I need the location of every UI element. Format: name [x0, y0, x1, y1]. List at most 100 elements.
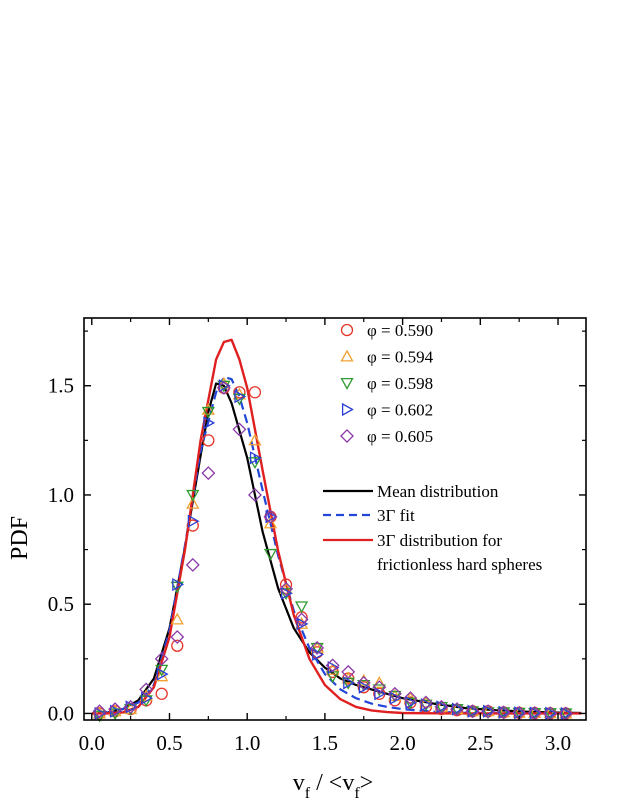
data-point — [496, 705, 511, 720]
legend-line-label: 3Γ fit — [377, 506, 415, 525]
x-tick-label: 2.0 — [389, 731, 415, 755]
data-point — [279, 588, 293, 601]
legend-marker — [340, 349, 354, 362]
data-point — [514, 706, 527, 720]
data-point — [465, 706, 480, 719]
data-point — [170, 581, 184, 594]
data-point — [201, 466, 216, 481]
data-point — [123, 699, 138, 714]
data-point — [356, 675, 371, 690]
data-point — [186, 489, 200, 502]
data-point — [450, 704, 464, 716]
data-point — [374, 687, 387, 701]
data-point — [232, 422, 247, 437]
legend-label: φ = 0.605 — [367, 427, 433, 446]
data-point — [296, 617, 309, 631]
x-tick-label: 0.5 — [156, 731, 182, 755]
data-point — [312, 647, 324, 662]
data-point — [280, 586, 293, 600]
data-point — [343, 676, 356, 690]
y-tick-label: 1.5 — [48, 374, 74, 398]
data-point — [310, 640, 325, 655]
data-point — [389, 691, 402, 705]
data-point — [201, 402, 215, 415]
data-point — [527, 706, 542, 720]
data-point — [217, 376, 231, 389]
data-point — [139, 682, 154, 697]
data-point — [248, 386, 262, 399]
data-point — [419, 695, 433, 708]
x-axis-title-mid: / <v — [310, 770, 354, 796]
data-point — [358, 680, 371, 694]
data-point — [497, 707, 511, 720]
y-tick-label: 1.0 — [48, 483, 74, 507]
legend-label: φ = 0.602 — [367, 401, 433, 420]
data-point — [559, 708, 573, 721]
data-point — [185, 557, 200, 572]
data-point — [529, 706, 542, 720]
x-tick-label: 1.0 — [234, 731, 260, 755]
data-point — [233, 386, 246, 399]
data-point — [201, 406, 215, 419]
data-point — [263, 516, 278, 529]
data-point — [418, 695, 433, 710]
x-axis-title-sub2: f — [354, 785, 360, 802]
data-point — [155, 687, 168, 700]
data-point — [232, 393, 247, 406]
data-point — [481, 704, 495, 717]
data-point — [403, 691, 418, 706]
data-point — [279, 581, 294, 596]
data-point — [294, 612, 309, 627]
data-point — [265, 510, 278, 524]
data-point — [216, 380, 231, 395]
data-point — [92, 710, 107, 723]
y-axis-title: PDF — [7, 516, 33, 560]
data-point — [170, 612, 184, 625]
y-tick-label: 0.0 — [48, 701, 74, 725]
data-point — [512, 707, 526, 720]
legend-label: φ = 0.590 — [367, 321, 433, 340]
data-point — [186, 519, 199, 532]
data-point — [203, 416, 216, 430]
x-axis-title-end: > — [360, 770, 374, 796]
data-point — [467, 704, 480, 718]
data-point — [483, 704, 495, 718]
legend-line-label: Mean distribution — [377, 482, 499, 501]
legend-marker — [340, 429, 354, 443]
data-point — [560, 706, 573, 721]
x-axis-title: vf / <vf> — [293, 770, 373, 802]
legend-marker — [340, 377, 354, 390]
data-point — [436, 700, 449, 714]
data-point — [465, 704, 480, 719]
x-tick-label: 1.5 — [312, 731, 338, 755]
x-axis-title-v: v — [293, 770, 305, 796]
data-point — [249, 451, 262, 465]
y-tick-label: 0.5 — [48, 592, 74, 616]
data-point — [434, 701, 449, 714]
series-4 — [94, 379, 573, 721]
data-point — [92, 704, 107, 719]
data-point — [341, 664, 356, 679]
data-point — [172, 577, 185, 592]
marker-layer — [92, 376, 573, 723]
data-point — [154, 651, 169, 666]
data-point — [186, 496, 200, 509]
data-point — [405, 695, 418, 710]
legend: φ = 0.590 φ = 0.594 φ = 0.598 φ = 0.602 φ = … — [323, 321, 542, 574]
legend-label: φ = 0.598 — [367, 374, 433, 393]
legend-label: φ = 0.594 — [367, 348, 434, 367]
data-point — [450, 702, 464, 717]
data-point — [108, 708, 122, 721]
data-point — [108, 702, 123, 717]
data-point — [545, 706, 558, 720]
data-point — [310, 642, 324, 655]
data-point — [434, 699, 449, 714]
x-tick-label: 0.0 — [79, 731, 105, 755]
data-point — [248, 433, 262, 446]
data-point — [156, 667, 169, 681]
legend-line-label: frictionless hard spheres — [377, 555, 542, 574]
data-point — [372, 680, 387, 695]
data-point — [498, 705, 511, 719]
legend-marker — [340, 323, 354, 337]
legend-marker — [341, 402, 354, 417]
